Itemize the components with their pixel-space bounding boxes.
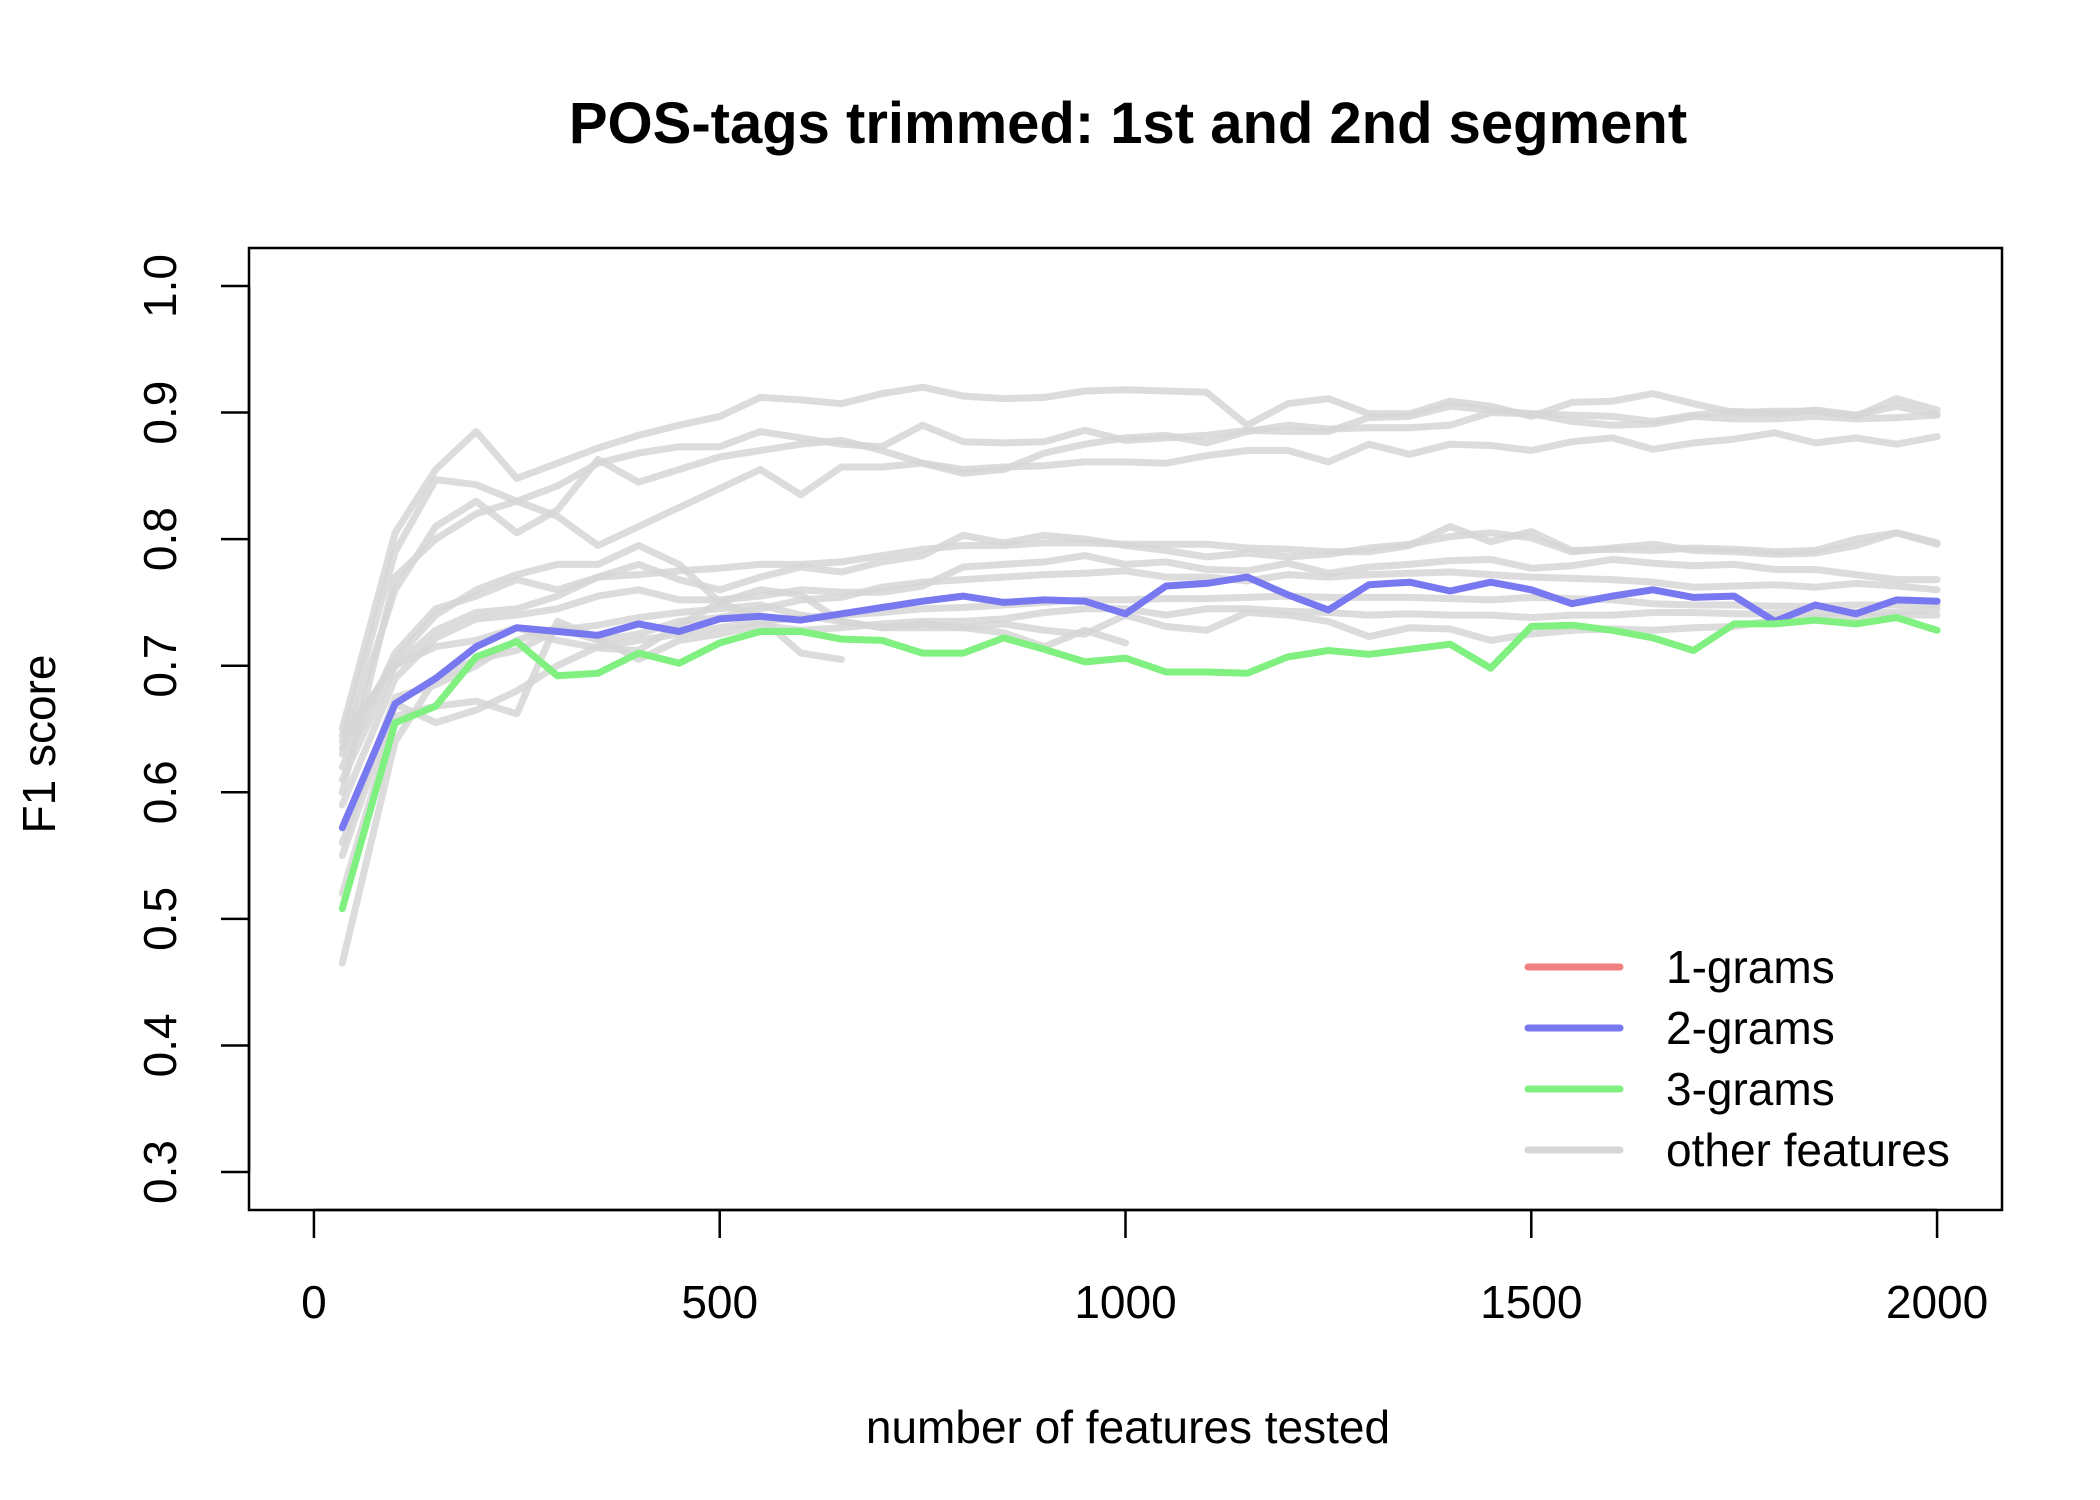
y-axis: 0.3 0.4 0.5 0.6 0.7 0.8 0.9 1.0 [134,254,251,1204]
y-tick-label: 0.5 [134,887,186,951]
other-features-line-6 [338,529,1941,784]
other-features-line-3 [338,409,1941,758]
y-tick-label: 0.9 [134,381,186,445]
x-axis: 0 500 1000 1500 2000 [301,1208,1988,1328]
other-features-line-7 [338,552,1941,809]
legend-label: 1-grams [1666,941,1835,993]
other-features-line-8 [338,567,1941,847]
other-features-line-1 [338,383,1941,733]
y-axis-label: F1 score [13,655,65,834]
y-tick-label: 0.8 [134,507,186,571]
y-tick-label: 0.7 [134,634,186,698]
x-tick-label: 1000 [1074,1276,1176,1328]
x-tick-label: 1500 [1480,1276,1582,1328]
other-features-lines [338,383,1941,967]
ngram-lines [338,573,1941,913]
x-tick-label: 0 [301,1276,327,1328]
legend-label: 3-grams [1666,1063,1835,1115]
other-features-line-11 [338,601,1941,967]
legend-label: 2-grams [1666,1002,1835,1054]
3-grams-line [338,614,1941,913]
y-tick-label: 0.6 [134,760,186,824]
x-axis-label: number of features tested [866,1401,1390,1453]
other-features-line-13 [338,586,1129,739]
x-tick-label: 2000 [1886,1276,1988,1328]
y-tick-label: 0.4 [134,1013,186,1077]
2-grams-line [338,573,1941,832]
x-tick-label: 500 [681,1276,758,1328]
chart-title: POS-tags trimmed: 1st and 2nd segment [569,91,1687,156]
legend: 1-grams 2-grams 3-grams other features [1524,941,1950,1176]
legend-label: other features [1666,1124,1950,1176]
other-features-line-4 [338,429,1941,796]
y-tick-label: 0.3 [134,1140,186,1204]
y-tick-label: 1.0 [134,254,186,318]
